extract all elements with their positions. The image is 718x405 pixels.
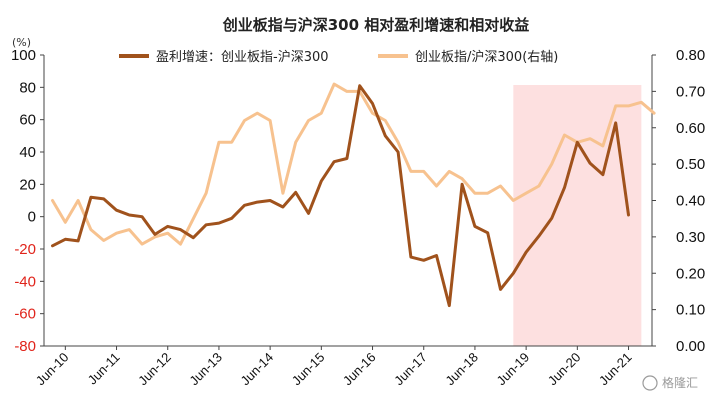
left-axis-tick-label: 20 [19,176,36,193]
legend: 盈利增速：创业板指-沪深300 创业板指/沪深300(右轴) [119,49,558,65]
left-axis-tick-label: 60 [19,112,36,129]
left-axis-tick-label: 100 [11,47,36,64]
x-axis-tick-label: Jun-21 [596,350,635,389]
x-axis-tick-label: Jun-18 [442,350,481,389]
watermark-text: 格隆汇 [662,375,698,390]
shaded-region-layer [513,85,642,346]
x-axis-tick-label: Jun-15 [289,350,328,389]
chart-title: 创业板指与沪深300 相对盈利增速和相对收益 [222,16,530,34]
x-axis-tick-label: Jun-17 [391,350,430,389]
left-axis-tick-label: 80 [19,79,36,96]
legend-label-profit-growth: 盈利增速：创业板指-沪深300 [156,49,329,65]
left-axis-unit: (%) [12,36,31,49]
right-axis-tick-label: 0.10 [676,302,705,319]
series-line-profit-growth [51,84,630,308]
x-axis-tick-label: Jun-16 [340,350,379,389]
legend-label-relative-ratio: 创业板指/沪深300(右轴) [415,49,558,65]
x-axis-tick-label: Jun-19 [494,350,533,389]
series-layer [51,82,656,308]
x-axis-tick-label: Jun-11 [85,350,123,388]
left-axis-tick-label: -80 [14,338,36,355]
left-axis-tick-label: -40 [14,273,36,290]
right-axis-tick-label: 0.70 [676,83,705,100]
watermark: 格隆汇 [642,375,698,391]
watermark-logo-icon [642,375,658,391]
shaded-region [513,85,642,346]
x-axis-tick-label: Jun-14 [238,350,277,389]
right-axis-tick-label: 0.40 [676,193,705,210]
x-axis-tick-label: Jun-10 [33,350,72,389]
left-axis-tick-label: -20 [14,241,36,258]
right-axis-tick-label: 0.30 [676,229,705,246]
right-axis-tick-label: 0.80 [676,47,705,64]
right-axis-tick-label: 0.00 [676,338,705,355]
left-axis-tick-label: -60 [14,306,36,323]
left-axis-tick-label: 0 [28,209,36,226]
left-axis-tick-label: 40 [19,144,36,161]
x-axis-tick-label: Jun-12 [135,350,174,389]
right-axis-tick-label: 0.60 [676,120,705,137]
series-line-relative-ratio [51,82,656,246]
right-axis-tick-label: 0.20 [676,265,705,282]
x-axis-tick-label: Jun-20 [545,350,584,389]
x-axis-tick-label: Jun-13 [186,350,225,389]
right-axis-tick-label: 0.50 [676,156,705,173]
